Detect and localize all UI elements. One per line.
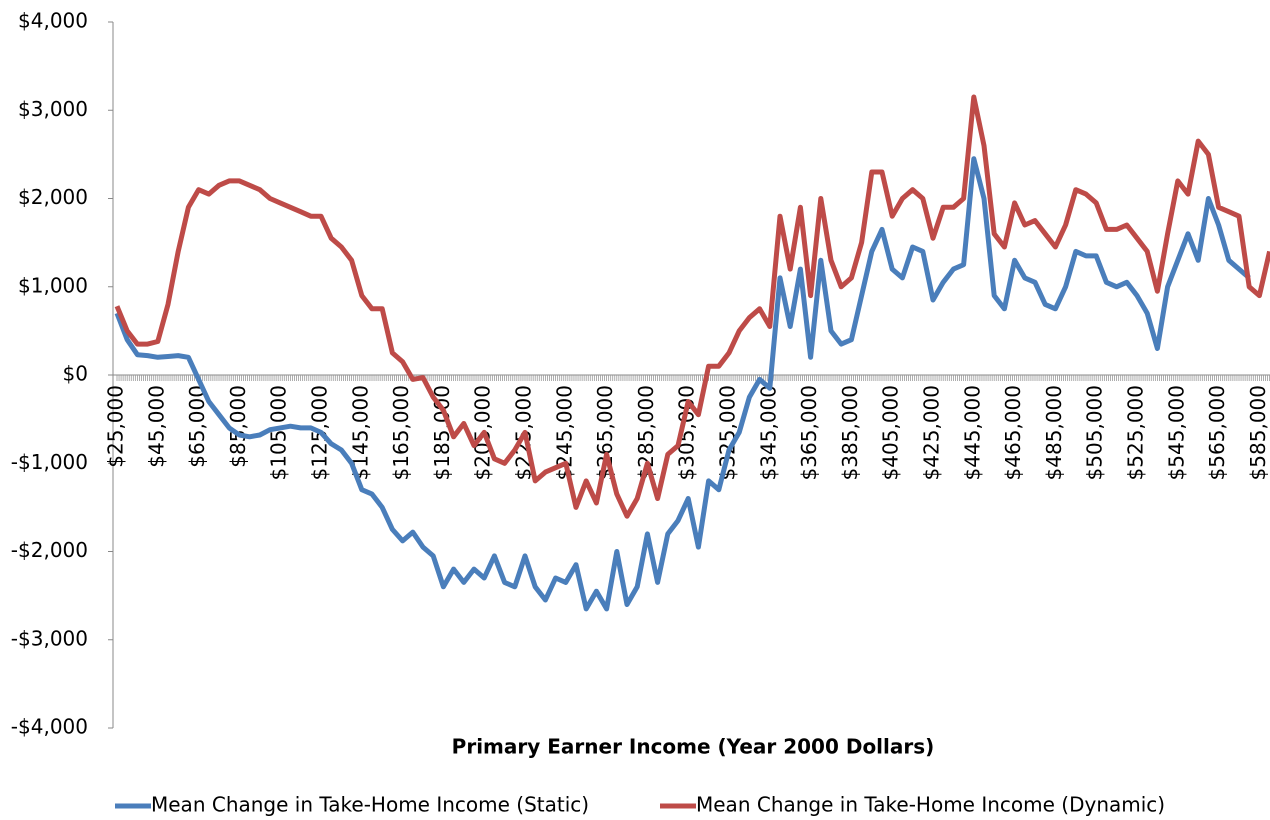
x-tick-label: $45,000 — [144, 385, 168, 468]
x-tick-label: $365,000 — [797, 385, 821, 480]
y-tick-label: $1,000 — [18, 273, 88, 297]
y-tick-label: $3,000 — [18, 97, 88, 121]
y-tick-label: -$4,000 — [11, 715, 88, 739]
y-tick-label: $4,000 — [18, 9, 88, 33]
legend-label: Mean Change in Take-Home Income (Dynamic… — [696, 793, 1165, 817]
x-tick-label: $545,000 — [1164, 385, 1188, 480]
x-tick-label: $345,000 — [756, 385, 780, 480]
y-tick-label: -$1,000 — [11, 450, 88, 474]
x-tick-label: $465,000 — [1001, 385, 1025, 480]
series-line — [114, 94, 1270, 519]
x-tick-label: $385,000 — [838, 385, 862, 480]
x-tick-label: $485,000 — [1042, 385, 1066, 480]
series-line — [114, 156, 1251, 612]
y-tick-label: -$3,000 — [11, 626, 88, 650]
x-tick-label: $105,000 — [267, 385, 291, 480]
x-tick-label: $585,000 — [1246, 385, 1270, 480]
x-tick-label: $25,000 — [104, 385, 128, 468]
x-tick-label: $445,000 — [960, 385, 984, 480]
x-tick-label: $305,000 — [675, 385, 699, 480]
x-tick-label: $165,000 — [389, 385, 413, 480]
y-tick-label: -$2,000 — [11, 538, 88, 562]
x-tick-label: $565,000 — [1205, 385, 1229, 480]
x-tick-label: $425,000 — [920, 385, 944, 480]
y-tick-label: $2,000 — [18, 185, 88, 209]
x-tick-label: $325,000 — [716, 385, 740, 480]
x-tick-label: $405,000 — [879, 385, 903, 480]
x-tick-label: $505,000 — [1083, 385, 1107, 480]
legend-label: Mean Change in Take-Home Income (Static) — [151, 793, 589, 817]
x-axis-title: Primary Earner Income (Year 2000 Dollars… — [452, 735, 935, 759]
y-tick-label: $0 — [63, 362, 88, 386]
x-tick-label: $525,000 — [1124, 385, 1148, 480]
